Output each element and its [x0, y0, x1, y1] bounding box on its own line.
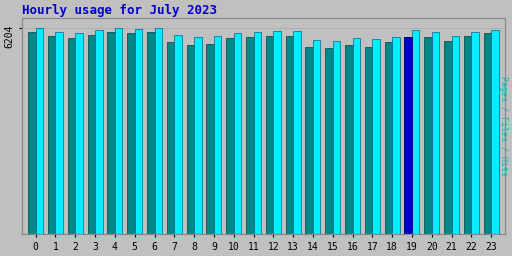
Bar — [186, 45, 194, 234]
Bar — [313, 40, 321, 234]
Bar — [115, 28, 122, 234]
Bar — [95, 30, 102, 234]
Bar — [88, 35, 95, 234]
Bar — [424, 37, 432, 234]
Bar — [36, 28, 43, 234]
Bar — [233, 33, 241, 234]
Bar — [306, 47, 313, 234]
Bar — [253, 32, 261, 234]
Bar — [404, 37, 412, 234]
Bar — [167, 42, 174, 234]
Bar — [127, 33, 135, 234]
Bar — [432, 32, 439, 234]
Y-axis label: Pages / Files / Hits: Pages / Files / Hits — [499, 76, 508, 176]
Bar — [48, 36, 55, 234]
Bar — [345, 45, 353, 234]
Bar — [68, 38, 75, 234]
Bar — [372, 39, 380, 234]
Bar — [214, 36, 222, 234]
Bar — [385, 42, 392, 234]
Bar — [174, 35, 182, 234]
Bar — [452, 36, 459, 234]
Bar — [464, 36, 472, 234]
Bar — [353, 38, 360, 234]
Bar — [412, 30, 419, 234]
Bar — [491, 30, 499, 234]
Bar — [147, 32, 155, 234]
Bar — [444, 41, 452, 234]
Bar — [155, 28, 162, 234]
Text: Hourly usage for July 2023: Hourly usage for July 2023 — [22, 4, 217, 17]
Bar — [365, 47, 372, 234]
Bar — [392, 37, 400, 234]
Bar — [226, 38, 233, 234]
Bar — [55, 32, 63, 234]
Bar — [108, 32, 115, 234]
Bar — [293, 31, 301, 234]
Bar — [28, 32, 36, 234]
Bar — [484, 33, 491, 234]
Bar — [333, 41, 340, 234]
Bar — [246, 37, 253, 234]
Bar — [286, 36, 293, 234]
Bar — [266, 36, 273, 234]
Bar — [135, 29, 142, 234]
Bar — [194, 37, 202, 234]
Bar — [404, 37, 412, 234]
Bar — [273, 31, 281, 234]
Bar — [325, 48, 333, 234]
Bar — [206, 44, 214, 234]
Bar — [472, 32, 479, 234]
Bar — [75, 33, 83, 234]
